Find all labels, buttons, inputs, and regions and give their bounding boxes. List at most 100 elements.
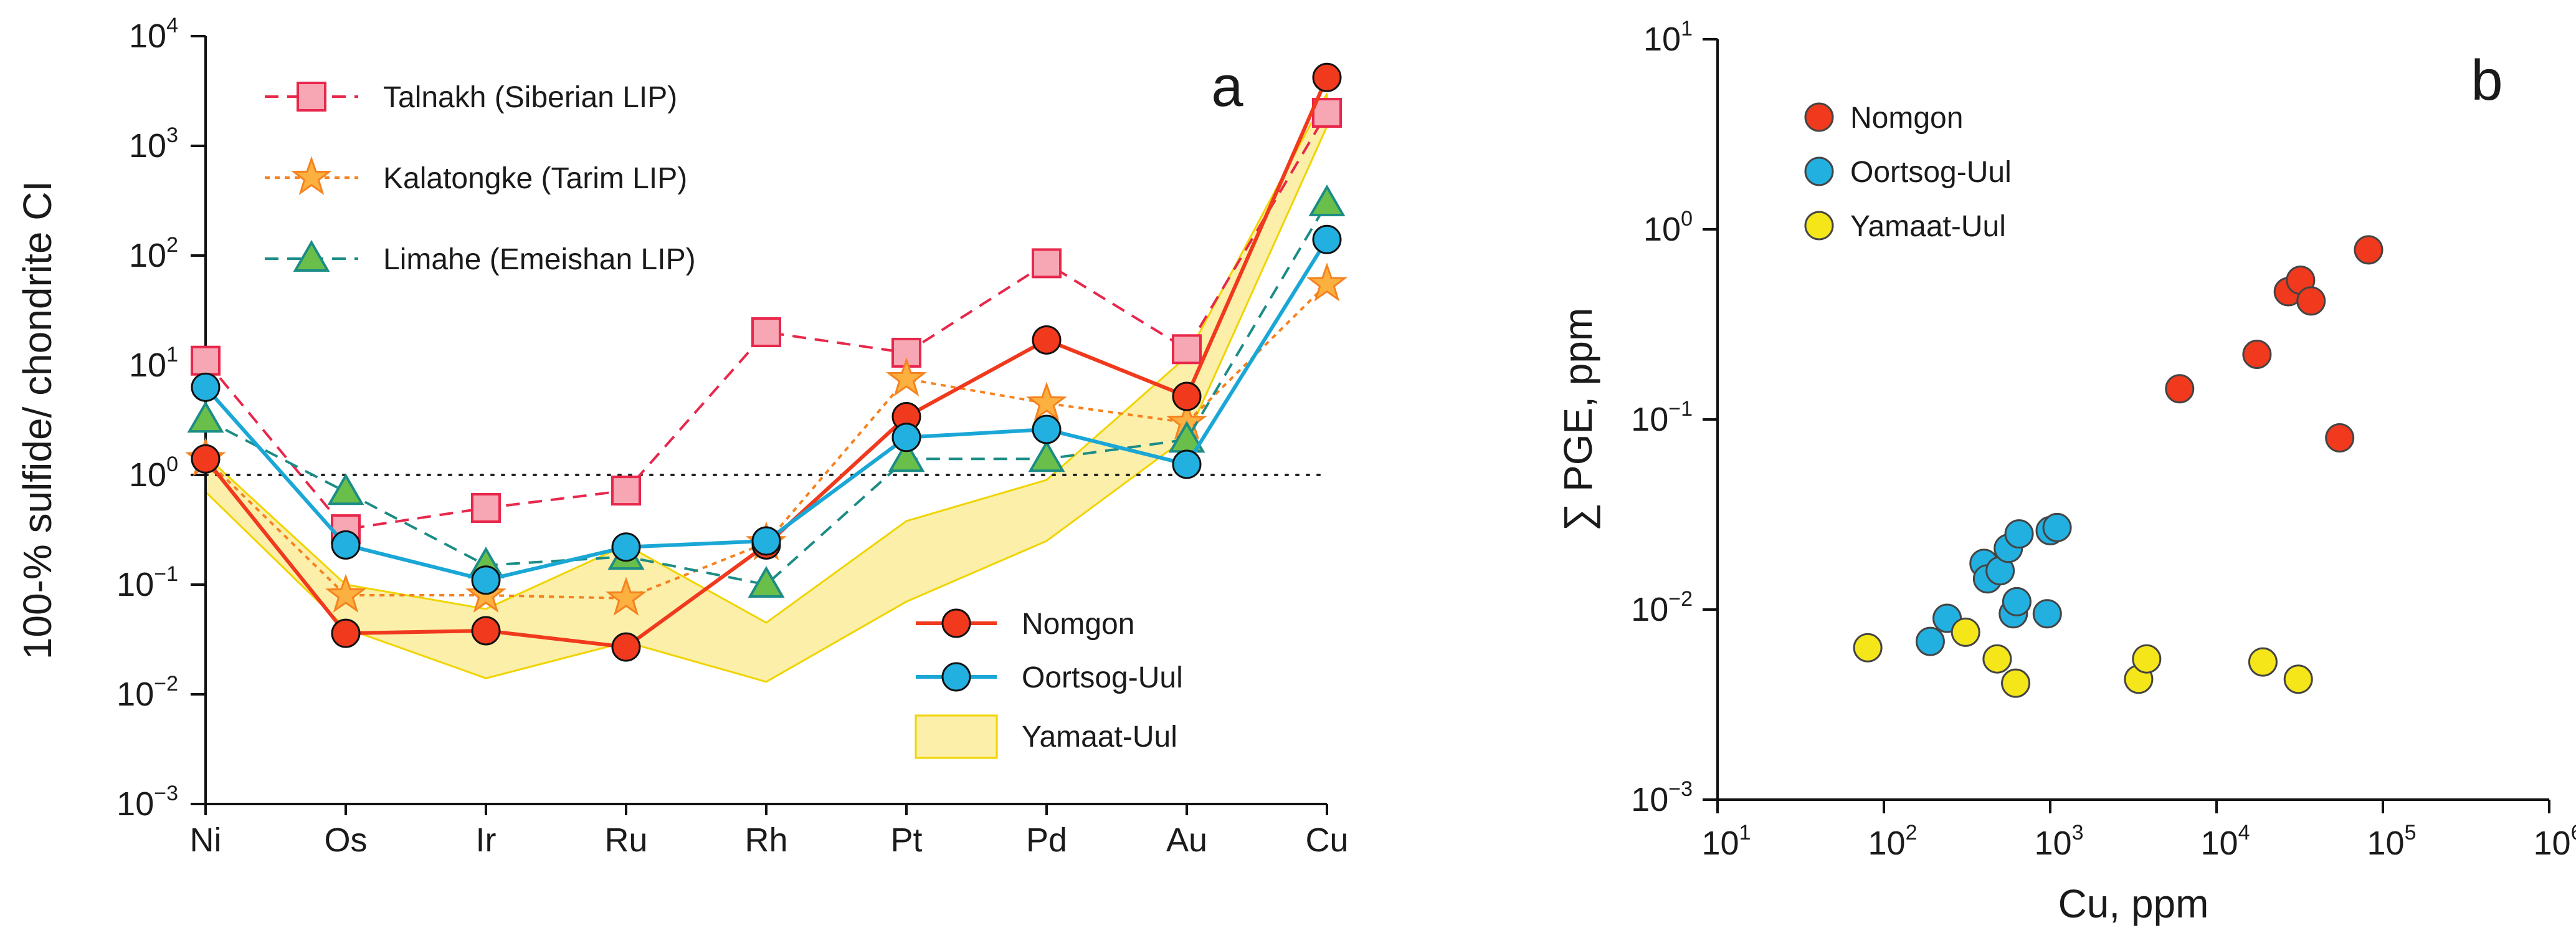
- kalatongke-tarim-lip-point: [325, 573, 366, 613]
- x-tick-label: 101: [1702, 821, 1751, 862]
- kalatongke-tarim-lip-point: [606, 577, 647, 616]
- yamaat-uul-point: [1853, 633, 1883, 663]
- panel-b-chart: 10−3 10−2 10−1 100 101 101 102 103 104 105 106 Cu, …: [1556, 17, 2576, 926]
- yamaat-uul-point: [1982, 644, 2012, 674]
- y-tick-label: 103: [129, 123, 178, 165]
- talnakh-siberian-lip-legend-label: Talnakh (Siberian LIP): [383, 81, 677, 114]
- yamaat-uul-legend-swatch: [915, 714, 998, 759]
- nomgon-point: [2242, 340, 2272, 370]
- nomgon-point: [2325, 423, 2355, 453]
- y-tick-label: 10−2: [116, 672, 178, 713]
- oortsog-uul-point: [1172, 449, 1202, 479]
- oortsog-uul-point: [2032, 599, 2062, 629]
- nomgon-line: [204, 77, 1329, 649]
- limahe-emeishan-lip-point: [327, 473, 364, 505]
- kalatongke-tarim-lip-line: [204, 283, 1328, 600]
- x-tick-label: Pt: [890, 821, 922, 859]
- oortsog-uul-point: [1032, 414, 1062, 444]
- oortsog-uul-legend-label: Oortsog-Uul: [1850, 156, 2012, 189]
- talnakh-siberian-lip-line: [204, 112, 1328, 531]
- x-tick-label: 103: [2035, 821, 2084, 862]
- oortsog-uul-point: [1915, 626, 1945, 656]
- x-tick-label: 104: [2201, 821, 2250, 862]
- limahe-emeishan-lip-point: [1028, 440, 1065, 472]
- oortsog-uul-point: [2042, 512, 2072, 542]
- yamaat-uul-point: [2001, 668, 2031, 698]
- y-axis-label: 100-% sulfide/ chondrite CI: [15, 181, 60, 659]
- limahe-emeishan-lip-point: [748, 566, 785, 598]
- oortsog-uul-point: [471, 565, 501, 595]
- oortsog-uul-point: [2002, 586, 2032, 616]
- oortsog-uul-point: [2004, 519, 2034, 549]
- kalatongke-tarim-lip-point: [1306, 262, 1347, 302]
- talnakh-siberian-lip-legend-marker: [297, 82, 326, 112]
- talnakh-siberian-lip-point: [751, 317, 781, 348]
- limahe-emeishan-lip-point: [1308, 184, 1346, 217]
- talnakh-siberian-lip-point: [1172, 334, 1202, 365]
- x-tick-label: Ni: [190, 821, 222, 859]
- talnakh-siberian-lip-point: [1032, 248, 1062, 279]
- x-tick-label: Pd: [1026, 821, 1067, 859]
- x-tick-label: Ru: [604, 821, 647, 859]
- limahe-emeishan-lip-legend-marker: [293, 240, 330, 272]
- yamaat-uul-point: [2248, 647, 2278, 677]
- x-tick-label: 102: [1868, 821, 1918, 862]
- nomgon-legend-marker: [1804, 102, 1834, 132]
- kalatongke-tarim-lip-legend-marker: [291, 156, 332, 196]
- x-tick-label: 105: [2367, 821, 2417, 862]
- yamaat-uul-legend-label: Yamaat-Uul: [1022, 720, 1177, 754]
- y-tick-label: 102: [129, 233, 178, 274]
- oortsog-uul-legend-marker: [1804, 156, 1834, 186]
- nomgon-point: [191, 444, 221, 474]
- limahe-emeishan-lip-point: [888, 440, 925, 472]
- kalatongke-tarim-lip-point: [1026, 381, 1067, 421]
- kalatongke-tarim-lip-legend-label: Kalatongke (Tarim LIP): [383, 162, 687, 195]
- x-tick-label: Rh: [744, 821, 787, 859]
- nomgon-point: [471, 616, 501, 646]
- nomgon-legend-label: Nomgon: [1850, 102, 1963, 135]
- oortsog-uul-legend-label: Oortsog-Uul: [1022, 661, 1183, 694]
- y-tick-label: 10−3: [1631, 777, 1693, 818]
- panel-label-b: b: [2471, 49, 2502, 112]
- limahe-emeishan-lip-line: [205, 203, 1328, 586]
- yamaat-uul-point: [2132, 644, 2162, 674]
- y-tick-label: 104: [129, 14, 178, 55]
- talnakh-siberian-lip-point: [611, 476, 641, 506]
- oortsog-uul-point: [891, 423, 921, 452]
- x-axis-label: Cu, ppm: [2058, 881, 2209, 926]
- nomgon-point: [2296, 286, 2326, 316]
- nomgon-point: [331, 618, 361, 648]
- nomgon-point: [1312, 62, 1342, 92]
- oortsog-uul-legend-marker: [941, 662, 971, 692]
- oortsog-uul-point: [331, 530, 361, 560]
- nomgon-legend-label: Nomgon: [1022, 608, 1134, 641]
- y-tick-label: 100: [129, 452, 178, 494]
- yamaat-uul-legend-marker: [1804, 211, 1834, 241]
- limahe-emeishan-lip-point: [187, 401, 224, 433]
- nomgon-point: [1172, 381, 1202, 411]
- nomgon-point: [611, 632, 641, 662]
- nomgon-point: [1032, 325, 1062, 355]
- yamaat-uul-point: [2283, 664, 2313, 694]
- nomgon-point: [2354, 235, 2384, 265]
- y-tick-label: 100: [1643, 207, 1693, 248]
- oortsog-uul-point: [751, 526, 781, 556]
- x-tick-label: 106: [2534, 821, 2576, 862]
- y-tick-label: 101: [129, 343, 178, 384]
- talnakh-siberian-lip-point: [471, 492, 501, 523]
- y-tick-label: 10−1: [116, 562, 178, 603]
- x-tick-label: Os: [324, 821, 367, 859]
- kalatongke-tarim-lip-point: [886, 357, 927, 397]
- y-tick-label: 10−3: [116, 782, 178, 823]
- oortsog-uul-point: [1312, 224, 1342, 254]
- oortsog-uul-point: [191, 372, 221, 402]
- yamaat-uul-point: [1951, 617, 1980, 647]
- y-tick-label: 10−2: [1631, 587, 1693, 628]
- limahe-emeishan-lip-legend-label: Limahe (Emeishan LIP): [383, 243, 696, 276]
- talnakh-siberian-lip-point: [1312, 98, 1342, 128]
- y-axis-label: ∑ PGE, ppm: [1556, 308, 1600, 532]
- y-tick-label: 10−1: [1631, 397, 1693, 438]
- nomgon-legend-marker: [941, 608, 971, 638]
- oortsog-uul-point: [611, 532, 641, 562]
